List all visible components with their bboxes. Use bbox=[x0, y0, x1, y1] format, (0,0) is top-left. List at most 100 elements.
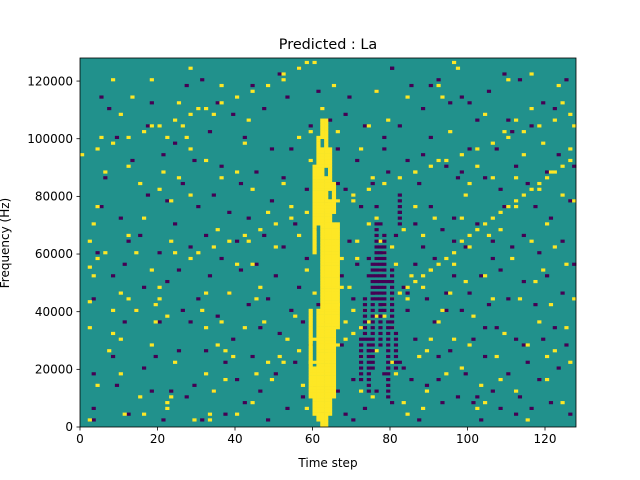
heatmap-cell-low bbox=[359, 343, 364, 347]
y-tick-label: 20000 bbox=[35, 363, 73, 377]
heatmap-cell-high bbox=[118, 372, 123, 376]
heatmap-cell-high bbox=[506, 205, 511, 209]
heatmap-cell-low bbox=[378, 262, 383, 266]
heatmap-cell-low bbox=[390, 274, 395, 278]
heatmap-cell-high bbox=[328, 156, 333, 160]
heatmap-cell-high bbox=[328, 308, 333, 312]
heatmap-cell-low bbox=[374, 389, 379, 393]
heatmap-cell-high bbox=[316, 349, 321, 353]
heatmap-cell-high bbox=[320, 216, 325, 220]
heatmap-cell-high bbox=[328, 369, 333, 373]
heatmap-cell-high bbox=[312, 251, 317, 255]
heatmap-cell-low bbox=[421, 153, 426, 157]
heatmap-cell-high bbox=[320, 196, 325, 200]
heatmap-cell-low bbox=[343, 112, 348, 116]
heatmap-cell-high bbox=[537, 181, 542, 186]
heatmap-cell-high bbox=[374, 314, 379, 318]
heatmap-cell-high bbox=[316, 320, 321, 324]
heatmap-cell-high bbox=[138, 395, 143, 399]
heatmap-cell-high bbox=[335, 228, 340, 232]
heatmap-cell-high bbox=[455, 66, 461, 70]
heatmap-cell-low bbox=[374, 256, 379, 261]
heatmap-cell-high bbox=[235, 412, 240, 416]
heatmap-cell-high bbox=[316, 207, 321, 212]
heatmap-cell-high bbox=[339, 256, 344, 261]
heatmap-cell-high bbox=[308, 389, 313, 393]
heatmap-cell-high bbox=[316, 138, 321, 142]
heatmap-cell-high bbox=[498, 210, 503, 214]
heatmap-cell-high bbox=[149, 78, 154, 82]
heatmap-cell-high bbox=[304, 268, 309, 272]
heatmap-cell-high bbox=[297, 66, 302, 70]
heatmap-cell-high bbox=[324, 372, 329, 376]
heatmap-cell-high bbox=[320, 328, 325, 333]
heatmap-cell-high bbox=[390, 245, 395, 249]
heatmap-cell-high bbox=[316, 331, 321, 336]
heatmap-cell-low bbox=[91, 297, 96, 301]
heatmap-cell-high bbox=[328, 222, 333, 226]
heatmap-cell-high bbox=[328, 317, 333, 321]
heatmap-cell-low bbox=[366, 389, 371, 393]
heatmap-cell-high bbox=[331, 190, 337, 194]
heatmap-cell-high bbox=[316, 314, 321, 318]
heatmap-cell-high bbox=[157, 297, 162, 301]
heatmap-cell-high bbox=[331, 386, 337, 390]
heatmap-cell-low bbox=[397, 205, 402, 209]
heatmap-cell-high bbox=[316, 409, 321, 413]
heatmap-cell-high bbox=[475, 406, 480, 410]
heatmap-cell-high bbox=[304, 406, 309, 410]
heatmap-cell-high bbox=[324, 222, 329, 226]
heatmap-cell-high bbox=[308, 366, 313, 370]
heatmap-cell-high bbox=[312, 170, 317, 174]
heatmap-cell-high bbox=[331, 288, 337, 292]
heatmap-cell-high bbox=[211, 245, 216, 249]
heatmap-cell-low bbox=[572, 164, 577, 168]
heatmap-cell-high bbox=[324, 207, 329, 212]
heatmap-cell-low bbox=[475, 222, 480, 226]
heatmap-cell-high bbox=[285, 337, 290, 341]
heatmap-cell-low bbox=[552, 107, 557, 111]
heatmap-cell-high bbox=[401, 228, 406, 232]
heatmap-cell-high bbox=[111, 141, 116, 145]
heatmap-cell-high bbox=[87, 300, 92, 304]
heatmap-cell-low bbox=[145, 193, 151, 197]
heatmap-cell-high bbox=[335, 245, 340, 249]
heatmap-cell-high bbox=[316, 412, 321, 416]
heatmap-cell-low bbox=[300, 320, 306, 324]
heatmap-cell-high bbox=[312, 239, 317, 243]
heatmap-cell-high bbox=[320, 205, 325, 209]
heatmap-cell-high bbox=[142, 216, 147, 220]
heatmap-cell-high bbox=[316, 375, 321, 379]
heatmap-cell-high bbox=[324, 349, 329, 353]
heatmap-cell-low bbox=[211, 193, 216, 197]
heatmap-cell-high bbox=[176, 101, 182, 105]
heatmap-cell-high bbox=[308, 380, 313, 385]
heatmap-cell-high bbox=[405, 285, 410, 289]
heatmap-cell-high bbox=[316, 187, 321, 191]
heatmap-cell-low bbox=[552, 326, 557, 330]
heatmap-cell-high bbox=[320, 153, 325, 157]
heatmap-cell-high bbox=[331, 199, 337, 203]
heatmap-cell-high bbox=[324, 297, 329, 301]
x-tick-label: 20 bbox=[150, 432, 165, 446]
heatmap-cell-high bbox=[324, 303, 329, 307]
heatmap-cell-high bbox=[328, 279, 333, 284]
heatmap-cell-high bbox=[277, 354, 282, 359]
heatmap-cell-low bbox=[428, 205, 433, 209]
heatmap-cell-high bbox=[448, 130, 453, 134]
heatmap-cell-high bbox=[324, 409, 329, 413]
heatmap-cell-low bbox=[479, 418, 484, 422]
heatmap-cell-high bbox=[328, 254, 333, 258]
heatmap-cell-high bbox=[312, 377, 317, 382]
heatmap-cell-high bbox=[320, 363, 325, 367]
heatmap-cell-high bbox=[316, 141, 321, 145]
heatmap-cell-low bbox=[359, 372, 364, 376]
heatmap-cell-high bbox=[328, 409, 333, 413]
heatmap-cell-high bbox=[320, 305, 325, 310]
heatmap-cell-high bbox=[192, 418, 197, 422]
heatmap-cell-low bbox=[370, 314, 375, 318]
heatmap-cell-high bbox=[328, 219, 333, 223]
y-tick-label: 120000 bbox=[27, 74, 73, 88]
heatmap-cell-low bbox=[382, 372, 387, 376]
heatmap-cell-low bbox=[467, 101, 472, 105]
